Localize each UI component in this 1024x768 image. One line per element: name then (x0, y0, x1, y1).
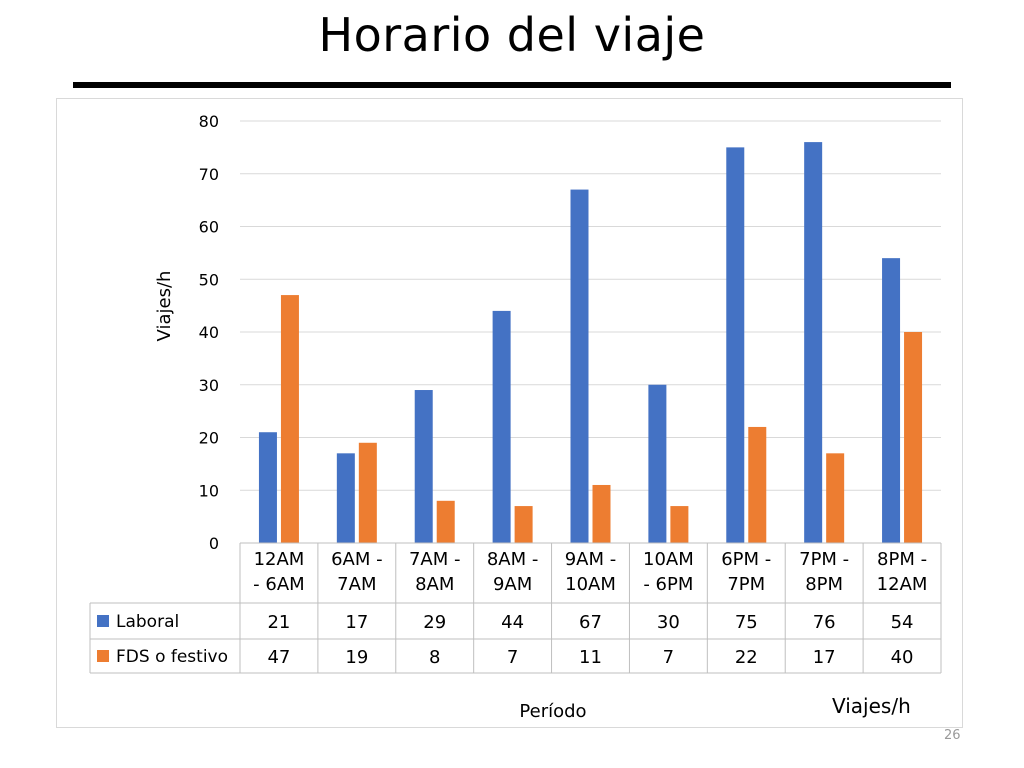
category-label: 10AM (565, 574, 616, 595)
category-label: - 6PM (643, 574, 693, 595)
y-tick-label: 40 (199, 323, 219, 342)
category-label: 12AM (877, 574, 928, 595)
category-label: - 6AM (253, 574, 305, 595)
bar-fds-1 (358, 442, 377, 543)
y-tick-label: 80 (199, 112, 219, 131)
bar-fds-7 (826, 453, 845, 543)
bar-laboral-7 (804, 142, 823, 543)
category-label: 7AM - (409, 549, 461, 570)
legend-key-laboral (97, 615, 109, 627)
table-value: 30 (657, 612, 680, 633)
y-tick-label: 0 (209, 534, 219, 553)
table-value: 47 (267, 647, 290, 668)
category-label: 6PM - (721, 549, 771, 570)
table-value: 22 (735, 647, 758, 668)
table-value: 75 (735, 612, 758, 633)
table-value: 21 (267, 612, 290, 633)
bar-fds-5 (670, 506, 689, 543)
category-label: 8PM (805, 574, 843, 595)
table-value: 44 (501, 612, 524, 633)
category-label: 7PM (727, 574, 765, 595)
bar-laboral-3 (492, 310, 511, 543)
bar-laboral-1 (336, 453, 355, 543)
bar-laboral-2 (414, 390, 433, 543)
y-axis-label: Viajes/h (154, 271, 175, 342)
y-tick-label: 30 (199, 376, 219, 395)
legend-key-fds (97, 650, 109, 662)
category-label: 8AM (415, 574, 454, 595)
legend-label-fds: FDS o festivo (116, 647, 228, 667)
table-value: 76 (813, 612, 836, 633)
x-axis-label: Período (519, 701, 586, 722)
legend-label-laboral: Laboral (116, 612, 179, 632)
corner-label: Viajes/h (832, 694, 911, 718)
slide-title: Horario del viaje (318, 8, 706, 62)
category-label: 10AM (643, 549, 694, 570)
table-value: 17 (813, 647, 836, 668)
table-value: 17 (345, 612, 368, 633)
bar-fds-2 (436, 500, 455, 543)
category-label: 7PM - (799, 549, 849, 570)
bar-laboral-8 (882, 258, 901, 543)
table-value: 54 (891, 612, 914, 633)
category-label: 9AM - (565, 549, 617, 570)
category-label: 8AM - (487, 549, 539, 570)
table-value: 8 (429, 647, 440, 668)
table-value: 29 (423, 612, 446, 633)
bar-laboral-0 (258, 432, 277, 543)
bar-fds-8 (904, 332, 923, 543)
title-underline (73, 82, 951, 88)
y-tick-label: 50 (199, 270, 219, 289)
bar-laboral-6 (726, 147, 745, 543)
bar-laboral-4 (570, 189, 589, 543)
y-tick-label: 20 (199, 429, 219, 448)
bar-fds-4 (592, 484, 611, 543)
y-tick-label: 70 (199, 165, 219, 184)
category-label: 7AM (337, 574, 376, 595)
category-label: 12AM (254, 549, 305, 570)
category-label: 9AM (493, 574, 532, 595)
category-label: 6AM - (331, 549, 383, 570)
table-value: 7 (663, 647, 674, 668)
table-value: 67 (579, 612, 602, 633)
y-tick-label: 10 (199, 481, 219, 500)
bar-fds-0 (280, 295, 299, 543)
table-value: 40 (891, 647, 914, 668)
category-label: 8PM - (877, 549, 927, 570)
table-value: 7 (507, 647, 518, 668)
bar-fds-3 (514, 506, 533, 543)
table-value: 11 (579, 647, 602, 668)
slide-number: 26 (944, 728, 961, 743)
bar-fds-6 (748, 426, 767, 543)
table-value: 19 (345, 647, 368, 668)
bar-laboral-5 (648, 384, 667, 543)
y-tick-label: 60 (199, 218, 219, 237)
